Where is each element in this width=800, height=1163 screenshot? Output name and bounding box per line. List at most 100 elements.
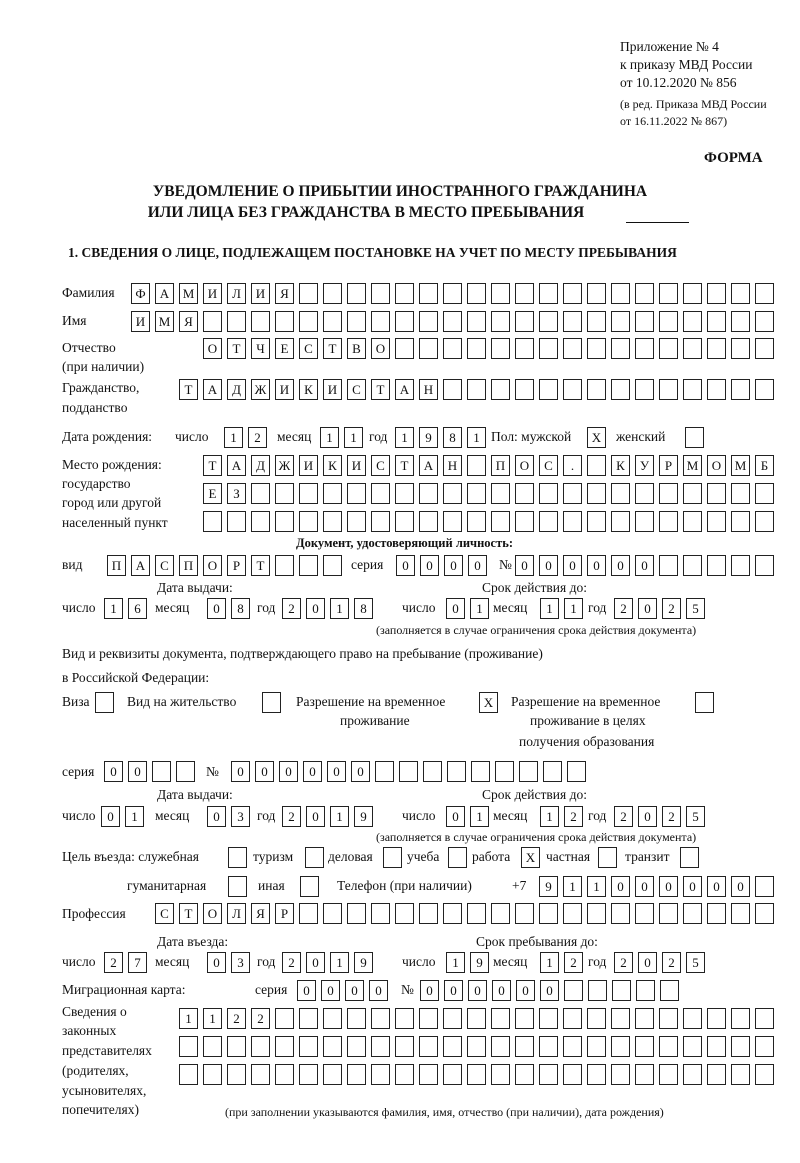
birthplace3-cell[interactable]	[251, 511, 270, 532]
reps1-cell[interactable]	[395, 1008, 414, 1029]
doc-issue-month-cell[interactable]: 0	[207, 598, 226, 619]
purpose-tourism-checkbox[interactable]	[305, 847, 324, 868]
profession-cell[interactable]: О	[203, 903, 222, 924]
profession-cell[interactable]	[587, 903, 606, 924]
birthplace2-cell[interactable]	[299, 483, 318, 504]
citizenship-cell[interactable]	[755, 379, 774, 400]
surname-cell[interactable]	[299, 283, 318, 304]
birth-year-cell[interactable]: 9	[419, 427, 438, 448]
reps3-cell[interactable]	[203, 1064, 222, 1085]
surname-cell[interactable]	[347, 283, 366, 304]
birthplace3-cell[interactable]	[347, 511, 366, 532]
residence-checkbox[interactable]	[262, 692, 281, 713]
profession-cell[interactable]: Р	[275, 903, 294, 924]
profession-cell[interactable]	[683, 903, 702, 924]
reps2-cell[interactable]	[467, 1036, 486, 1057]
doc-number-cell[interactable]: 0	[539, 555, 558, 576]
citizenship-cell[interactable]	[443, 379, 462, 400]
doc-number-cell[interactable]	[683, 555, 702, 576]
reps1-cell[interactable]	[587, 1008, 606, 1029]
patronymic-cell[interactable]	[539, 338, 558, 359]
entry-year-cell[interactable]: 2	[282, 952, 301, 973]
birthplace2-cell[interactable]	[347, 483, 366, 504]
doc-number-cell[interactable]: 0	[515, 555, 534, 576]
right-number-cell[interactable]	[519, 761, 538, 782]
birthplace1-cell[interactable]	[587, 455, 606, 476]
reps2-cell[interactable]	[227, 1036, 246, 1057]
mig-number-cell[interactable]: 0	[492, 980, 511, 1001]
stay-year-cell[interactable]: 2	[662, 952, 681, 973]
mig-series-cell[interactable]: 0	[345, 980, 364, 1001]
right-valid-month-cell[interactable]: 1	[540, 806, 559, 827]
mig-series-cell[interactable]: 0	[321, 980, 340, 1001]
right-issue-month-cell[interactable]: 3	[231, 806, 250, 827]
name-cell[interactable]	[755, 311, 774, 332]
profession-cell[interactable]: С	[155, 903, 174, 924]
doc-number-cell[interactable]	[707, 555, 726, 576]
surname-cell[interactable]	[659, 283, 678, 304]
birthplace3-cell[interactable]	[227, 511, 246, 532]
reps1-cell[interactable]	[731, 1008, 750, 1029]
right-number-cell[interactable]	[567, 761, 586, 782]
reps2-cell[interactable]	[587, 1036, 606, 1057]
birthplace2-cell[interactable]	[611, 483, 630, 504]
right-series-cell[interactable]: 0	[104, 761, 123, 782]
birthplace1-cell[interactable]: Н	[443, 455, 462, 476]
birthplace3-cell[interactable]	[515, 511, 534, 532]
birthplace3-cell[interactable]	[707, 511, 726, 532]
reps2-cell[interactable]	[659, 1036, 678, 1057]
right-number-cell[interactable]	[447, 761, 466, 782]
surname-cell[interactable]: А	[155, 283, 174, 304]
name-cell[interactable]	[227, 311, 246, 332]
doc-kind-cell[interactable]: Т	[251, 555, 270, 576]
name-cell[interactable]: Я	[179, 311, 198, 332]
birthplace3-cell[interactable]	[683, 511, 702, 532]
entry-year-cell[interactable]: 9	[354, 952, 373, 973]
doc-number-cell[interactable]: 0	[611, 555, 630, 576]
surname-cell[interactable]	[443, 283, 462, 304]
reps2-cell[interactable]	[731, 1036, 750, 1057]
doc-kind-cell[interactable]: О	[203, 555, 222, 576]
name-cell[interactable]	[683, 311, 702, 332]
mig-number-cell[interactable]	[612, 980, 631, 1001]
citizenship-cell[interactable]	[659, 379, 678, 400]
surname-cell[interactable]	[683, 283, 702, 304]
purpose-other-checkbox[interactable]	[300, 876, 319, 897]
citizenship-cell[interactable]	[635, 379, 654, 400]
sex-male-checkbox[interactable]: X	[587, 427, 606, 448]
reps3-cell[interactable]	[299, 1064, 318, 1085]
reps3-cell[interactable]	[635, 1064, 654, 1085]
profession-cell[interactable]	[611, 903, 630, 924]
reps3-cell[interactable]	[755, 1064, 774, 1085]
citizenship-cell[interactable]	[539, 379, 558, 400]
temp-res-checkbox[interactable]: X	[479, 692, 498, 713]
patronymic-cell[interactable]	[707, 338, 726, 359]
phone-cell[interactable]: 0	[683, 876, 702, 897]
doc-valid-day-cell[interactable]: 1	[470, 598, 489, 619]
patronymic-cell[interactable]	[683, 338, 702, 359]
doc-issue-year-cell[interactable]: 1	[330, 598, 349, 619]
patronymic-cell[interactable]: О	[203, 338, 222, 359]
reps1-cell[interactable]	[611, 1008, 630, 1029]
right-number-cell[interactable]: 0	[279, 761, 298, 782]
purpose-transit-checkbox[interactable]	[680, 847, 699, 868]
birthplace2-cell[interactable]	[539, 483, 558, 504]
reps1-cell[interactable]	[275, 1008, 294, 1029]
birthplace3-cell[interactable]	[755, 511, 774, 532]
reps1-cell[interactable]	[707, 1008, 726, 1029]
reps1-cell[interactable]	[371, 1008, 390, 1029]
reps2-cell[interactable]	[275, 1036, 294, 1057]
purpose-official-checkbox[interactable]	[228, 847, 247, 868]
reps1-cell[interactable]	[635, 1008, 654, 1029]
right-number-cell[interactable]	[375, 761, 394, 782]
birthplace3-cell[interactable]	[731, 511, 750, 532]
entry-month-cell[interactable]: 3	[231, 952, 250, 973]
birthplace3-cell[interactable]	[275, 511, 294, 532]
birthplace2-cell[interactable]	[443, 483, 462, 504]
name-cell[interactable]	[203, 311, 222, 332]
birthplace3-cell[interactable]	[563, 511, 582, 532]
profession-cell[interactable]	[395, 903, 414, 924]
patronymic-cell[interactable]	[395, 338, 414, 359]
name-cell[interactable]	[659, 311, 678, 332]
citizenship-cell[interactable]: Н	[419, 379, 438, 400]
